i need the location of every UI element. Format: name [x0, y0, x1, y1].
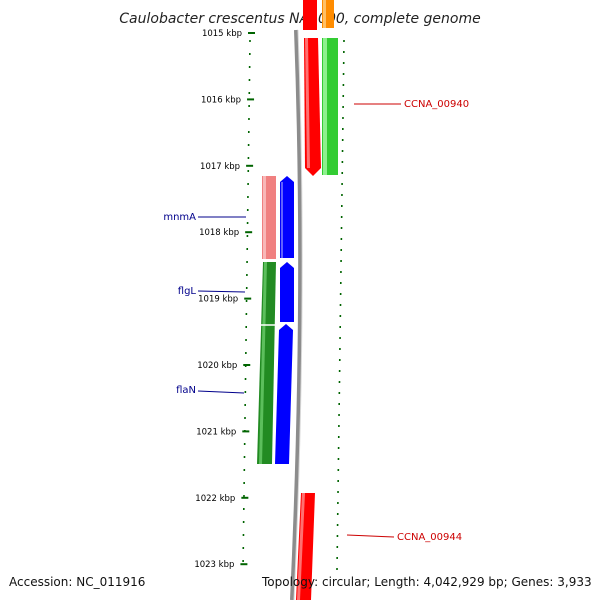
callout-line-ccna00944	[346, 534, 395, 538]
scale-tick-label: 1015 kbp	[202, 29, 242, 39]
blue-feature-1	[280, 176, 294, 258]
reverse-features	[257, 176, 296, 464]
mnmA-feature-highlight	[263, 176, 266, 259]
blue-feature-3	[275, 324, 293, 464]
genome-title: Caulobacter crescentus NA1000, complete …	[119, 11, 480, 27]
blue-feature-highlight	[281, 182, 283, 258]
scale-tick-label: 1021 kbp	[196, 427, 236, 437]
callout-line-flgL	[197, 290, 246, 293]
red-feature-ccna00940-highlight	[305, 38, 310, 168]
callout-line-flaN	[197, 390, 245, 394]
orange-feature-highlight	[323, 0, 326, 28]
scale-tick-label: 1020 kbp	[197, 361, 237, 371]
outer-tick-track	[336, 39, 345, 571]
gene-label-flgL[interactable]: flgL	[178, 286, 197, 297]
gene-callouts: CCNA_00940 mnmA flgL flaN CCNA_00944	[163, 99, 469, 543]
genome-summary-text: Topology: circular; Length: 4,042,929 bp…	[262, 575, 592, 589]
inner-tick-track	[242, 39, 251, 571]
red-feature-top	[303, 0, 317, 36]
scale-tick-label: 1023 kbp	[194, 560, 234, 570]
track-gap	[300, 30, 350, 38]
forward-features	[296, 0, 350, 600]
green-feature-ccna00940-highlight	[323, 38, 327, 175]
blue-feature-2	[280, 262, 294, 322]
flgL-flaN-feature-highlight	[259, 262, 267, 464]
red-feature-ccna00944-highlight	[297, 493, 305, 600]
gene-label-flaN[interactable]: flaN	[176, 385, 196, 396]
gene-label-ccna00944[interactable]: CCNA_00944	[397, 532, 462, 543]
scale-ticks: 1015 kbp 1016 kbp 1017 kbp 1018 kbp 1019 kbp…	[194, 29, 255, 570]
scale-tick-label: 1018 kbp	[199, 228, 239, 238]
scale-tick-label: 1017 kbp	[200, 162, 240, 172]
accession-text: Accession: NC_011916	[9, 575, 146, 589]
genome-backbone	[290, 29, 303, 600]
gene-label-mnmA[interactable]: mnmA	[163, 212, 196, 223]
gene-label-ccna00940[interactable]: CCNA_00940	[404, 99, 469, 110]
scale-tick-label: 1022 kbp	[195, 494, 235, 504]
scale-tick-label: 1016 kbp	[201, 95, 241, 105]
scale-tick-label: 1019 kbp	[198, 295, 238, 305]
genome-backbone-highlight	[293, 29, 303, 600]
